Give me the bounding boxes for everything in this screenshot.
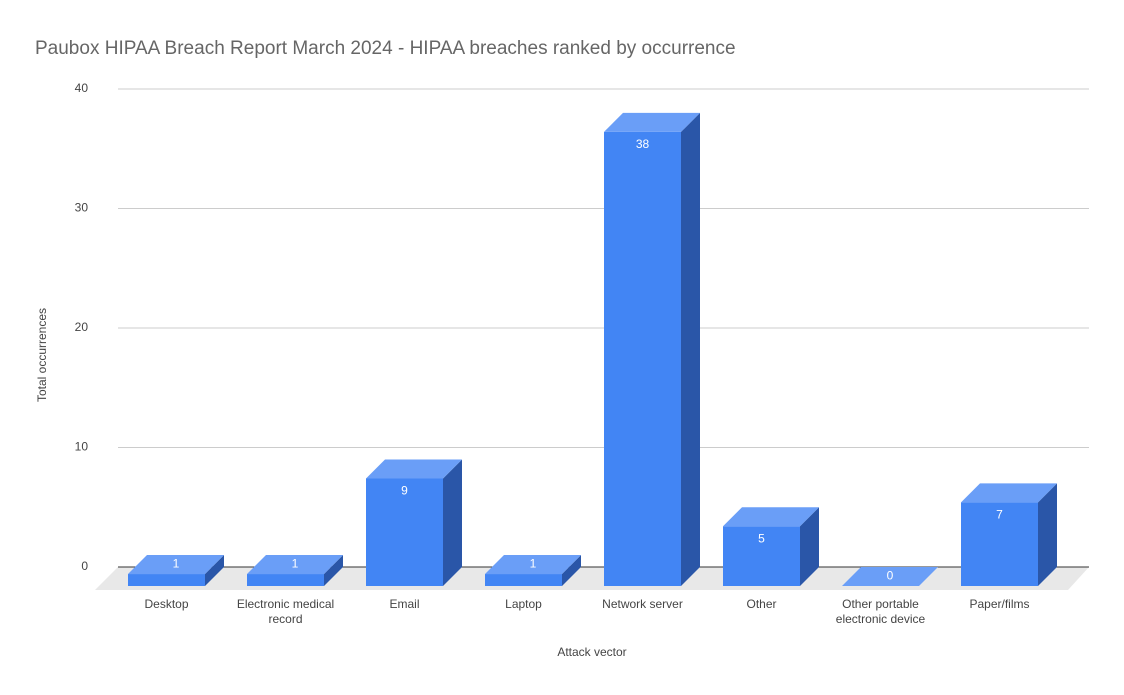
x-tick-label: Laptop bbox=[505, 597, 542, 611]
y-tick-label: 0 bbox=[81, 559, 88, 573]
x-tick-label-line: Electronic medical bbox=[237, 597, 334, 611]
x-tick-label: Electronic medical record bbox=[237, 597, 334, 626]
bar: 9 bbox=[366, 459, 462, 586]
x-tick-label-line: Paper/films bbox=[969, 597, 1029, 611]
value-label: 1 bbox=[292, 557, 299, 571]
y-axis-label: Total occurrences bbox=[35, 308, 49, 402]
bar-top bbox=[247, 555, 343, 575]
value-label: 1 bbox=[530, 557, 537, 571]
bar-top bbox=[604, 112, 700, 132]
y-tick-label: 20 bbox=[75, 320, 89, 334]
bar: 1 bbox=[128, 555, 224, 586]
bar-side bbox=[562, 555, 581, 586]
floor bbox=[95, 567, 1089, 590]
value-label: 1 bbox=[173, 557, 180, 571]
bar-top bbox=[723, 507, 819, 527]
bar-front bbox=[366, 478, 443, 586]
bar-side bbox=[1038, 483, 1057, 586]
y-tick-label: 10 bbox=[75, 440, 89, 454]
bar-side bbox=[800, 507, 819, 586]
value-label: 5 bbox=[758, 531, 765, 545]
bar-top bbox=[366, 459, 462, 479]
value-label: 9 bbox=[401, 484, 408, 498]
x-tick-label-line: Network server bbox=[602, 597, 683, 611]
bar-top bbox=[128, 555, 224, 575]
x-tick-label-line: record bbox=[268, 612, 302, 626]
x-tick-label-line: electronic device bbox=[836, 612, 926, 626]
y-tick-label: 40 bbox=[75, 81, 89, 95]
bar: 1 bbox=[247, 555, 343, 586]
value-label: 7 bbox=[996, 508, 1003, 522]
x-axis-label: Attack vector bbox=[557, 645, 626, 659]
bar-side bbox=[443, 459, 462, 586]
x-tick-label-line: Laptop bbox=[505, 597, 542, 611]
bar: 0 bbox=[842, 567, 938, 586]
bar-top bbox=[961, 483, 1057, 503]
bar-front bbox=[604, 131, 681, 586]
bar-front bbox=[128, 574, 205, 586]
bar: 5 bbox=[723, 507, 819, 586]
bar-side bbox=[681, 112, 700, 587]
bar: 38 bbox=[604, 112, 700, 587]
x-tick-label-line: Other bbox=[746, 597, 776, 611]
x-tick-label-line: Desktop bbox=[144, 597, 188, 611]
x-tick-label: Paper/films bbox=[969, 597, 1029, 611]
x-tick-label: Email bbox=[389, 597, 419, 611]
x-tick-label: Desktop bbox=[144, 597, 188, 611]
value-label: 38 bbox=[636, 137, 650, 151]
x-tick-label: Other bbox=[746, 597, 776, 611]
bar-front bbox=[723, 526, 800, 586]
bar-front bbox=[247, 574, 324, 586]
chart-title: Paubox HIPAA Breach Report March 2024 - … bbox=[35, 38, 736, 59]
value-label: 0 bbox=[887, 569, 894, 583]
bar-side bbox=[205, 555, 224, 586]
bar-top bbox=[842, 567, 938, 586]
x-tick-label: Network server bbox=[602, 597, 683, 611]
bar: 1 bbox=[485, 555, 581, 586]
x-tick-label-line: Other portable bbox=[842, 597, 919, 611]
y-tick-label: 30 bbox=[75, 201, 89, 215]
bar-side bbox=[324, 555, 343, 586]
bar: 7 bbox=[961, 483, 1057, 586]
bar-front bbox=[485, 574, 562, 586]
bar-front bbox=[961, 502, 1038, 586]
bar-top bbox=[485, 555, 581, 575]
x-tick-label: Other portable electronic device bbox=[836, 597, 926, 626]
x-tick-label-line: Email bbox=[389, 597, 419, 611]
